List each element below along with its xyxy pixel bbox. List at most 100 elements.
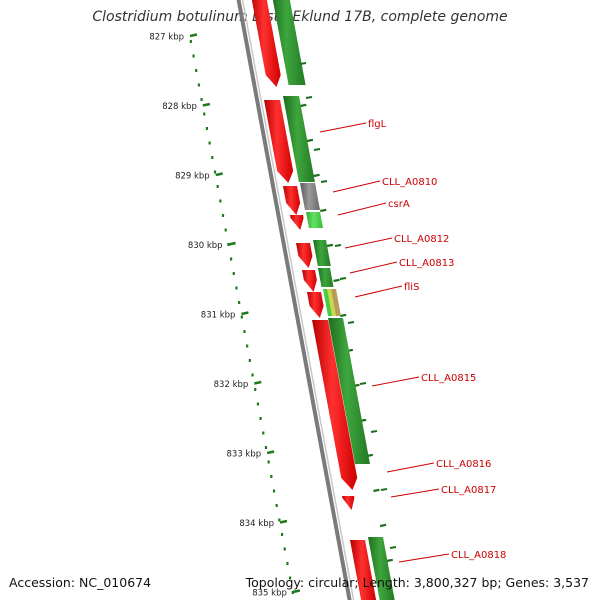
ruler-dot	[235, 286, 238, 290]
feature-tick	[313, 148, 321, 151]
ruler-tick	[189, 33, 198, 38]
outer-tick	[326, 243, 334, 248]
ruler-dot	[262, 431, 265, 435]
backbone-line	[236, 0, 352, 600]
ruler-dot	[270, 475, 273, 478]
accession-text: Accession: NC_010674	[9, 575, 152, 590]
ruler-dot	[278, 518, 281, 522]
ruler-dot	[208, 141, 211, 145]
ruler-tick	[266, 450, 275, 455]
outer-tick	[313, 173, 320, 178]
feature-tick	[370, 430, 378, 433]
ruler-dot	[267, 460, 270, 464]
ruler-dot	[243, 330, 246, 333]
topology-text: Topology: circular; Length: 3,800,327 bp…	[245, 575, 589, 590]
ruler-dot	[189, 40, 192, 43]
ruler-dot	[246, 344, 249, 348]
gene-label-leader	[398, 553, 450, 563]
ruler-tick	[279, 519, 288, 524]
ruler-dot	[240, 315, 243, 319]
ruler-dot	[251, 373, 254, 377]
reverse-gene-arrow	[290, 215, 304, 230]
ruler-dot	[288, 576, 292, 580]
ruler-dot	[229, 257, 233, 261]
ruler-dot	[256, 402, 260, 406]
ruler-dot	[254, 388, 257, 391]
ruler-tick-label: 832 kbp	[214, 380, 249, 390]
feature-tick	[380, 488, 388, 491]
reverse-gene-arrow	[312, 320, 358, 490]
ruler-tick	[215, 172, 223, 177]
ruler-dot	[286, 562, 289, 565]
forward-gene-bar	[318, 268, 334, 287]
unassigned-gene-bar	[300, 183, 320, 210]
gene-label: csrA	[388, 199, 410, 210]
ruler-dot	[283, 547, 286, 551]
gene-label-leader	[390, 488, 440, 498]
forward-gene-bar	[368, 537, 395, 600]
ruler-tick	[292, 589, 301, 594]
gene-label: CLL_A0813	[399, 258, 454, 269]
flis-segment	[331, 289, 341, 316]
feature-tick	[359, 382, 367, 385]
reverse-gene-arrow	[350, 540, 377, 600]
ruler-tick	[228, 241, 236, 246]
ruler-tick-label: 834 kbp	[239, 519, 274, 529]
ruler-tick-label: 827 kbp	[149, 33, 184, 43]
genome-title: Clostridium botulinum B str. Eklund 17B,…	[92, 9, 508, 25]
ruler-dot	[200, 98, 203, 101]
gene-label-leader	[349, 261, 398, 274]
gene-label-leader	[332, 180, 381, 193]
flis-segment	[327, 289, 336, 316]
gene-label: flgL	[368, 119, 387, 130]
gene-label-leader	[344, 237, 393, 249]
outer-tick	[379, 523, 387, 528]
feature-tick	[299, 62, 307, 65]
forward-gene-bar	[328, 318, 371, 464]
forward-gene-bar	[272, 0, 306, 85]
ruler-tick-label: 830 kbp	[188, 241, 223, 251]
feature-tick	[339, 277, 347, 280]
outer-tick	[320, 208, 327, 213]
ruler-tick-label: 835 kbp	[252, 589, 287, 599]
feature-tick	[334, 244, 342, 247]
ruler-dot	[232, 272, 235, 275]
reverse-gene-arrow	[302, 270, 317, 292]
outer-tick	[339, 313, 347, 318]
ruler-dot	[213, 170, 217, 174]
ruler-dot	[280, 533, 284, 536]
ruler-tick	[241, 311, 249, 316]
ruler-dot	[275, 504, 278, 507]
ruler-tick-label: 828 kbp	[162, 102, 197, 112]
ruler-dot	[224, 228, 227, 232]
reverse-gene-arrow	[283, 186, 301, 215]
ruler-dot	[291, 591, 294, 594]
ruler-dot	[272, 489, 276, 493]
gene-label-leader	[354, 285, 403, 298]
feature-tick	[320, 180, 328, 183]
gene-label: CLL_A0818	[451, 550, 506, 561]
ruler-tick	[202, 102, 211, 107]
ruler-tick-label: 829 kbp	[175, 172, 210, 182]
ruler-dot	[216, 185, 219, 188]
feature-tick	[389, 546, 397, 549]
outer-tick	[386, 558, 393, 563]
backbone-highlight	[241, 0, 355, 600]
feature-tick	[305, 96, 313, 99]
feature-tick	[347, 321, 355, 324]
gene-label: CLL_A0815	[421, 373, 476, 384]
ruler-dot	[197, 83, 200, 87]
outer-tick	[300, 103, 307, 108]
ruler-dot	[221, 214, 225, 217]
ruler-dot	[227, 243, 230, 246]
ruler-tick	[254, 380, 262, 385]
forward-gene-bar	[313, 240, 331, 266]
ruler-dot	[248, 359, 251, 362]
reverse-gene-arrow	[296, 243, 313, 268]
gene-label-leader	[371, 376, 420, 387]
ruler-dot	[219, 199, 222, 203]
gene-label-leader	[386, 462, 435, 473]
ruler-tick-label: 833 kbp	[227, 450, 262, 460]
outer-tick	[306, 138, 314, 143]
